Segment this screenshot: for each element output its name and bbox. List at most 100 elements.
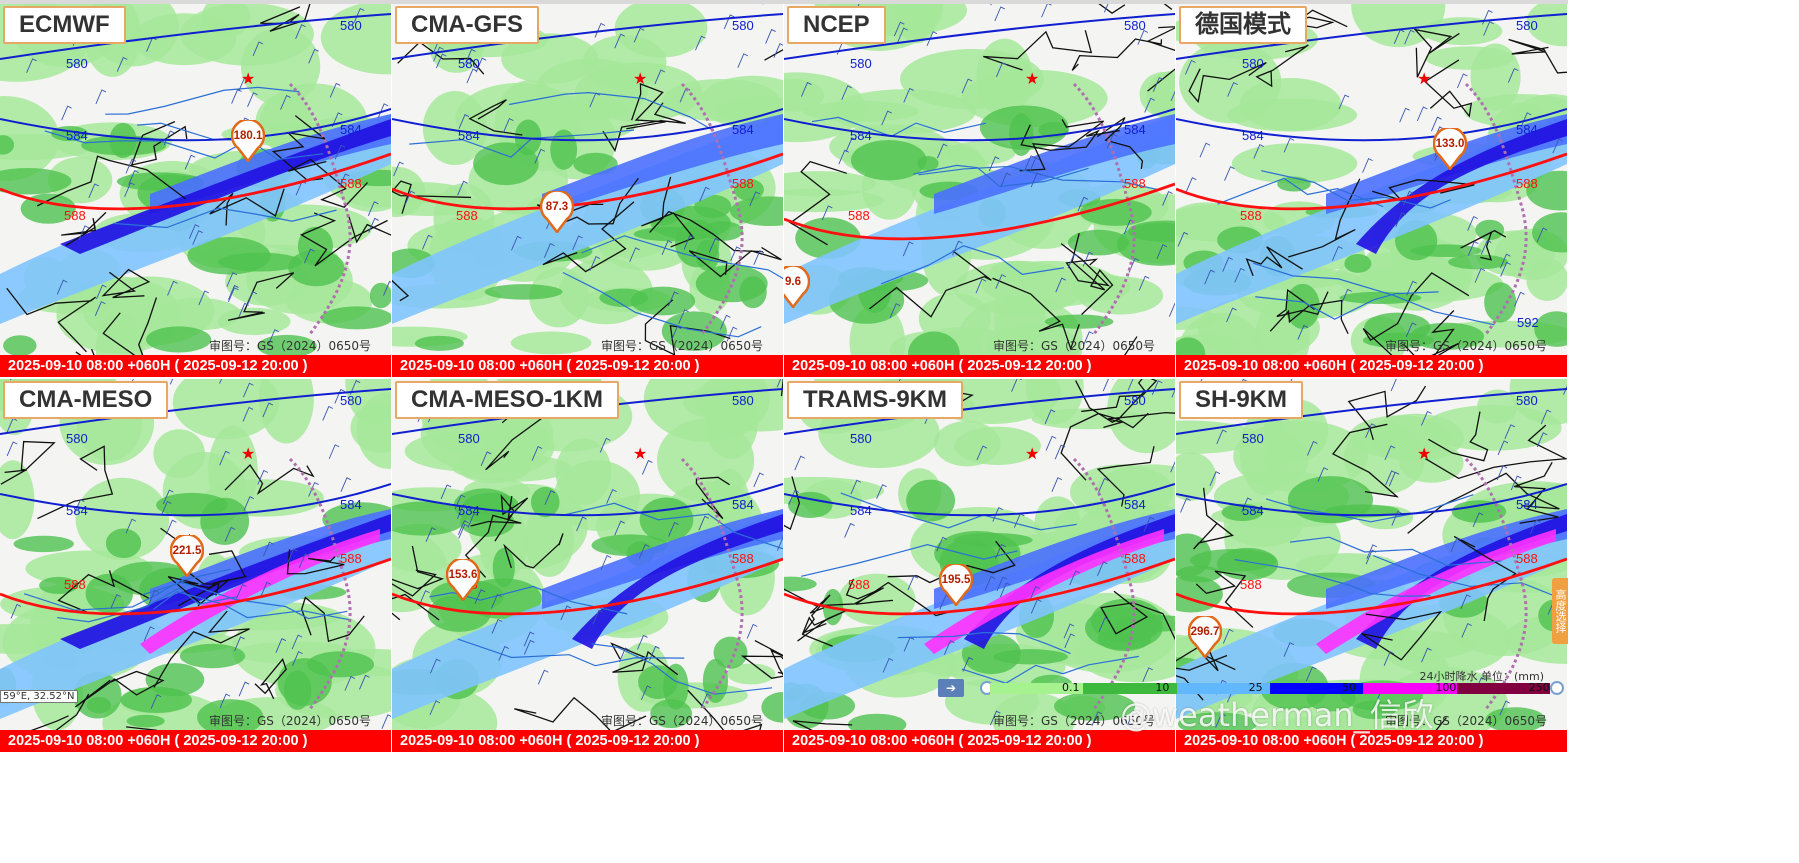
marker-pin-icon (938, 562, 974, 608)
forecast-time-bar: 2025-09-10 08:00 +060H ( 2025-09-12 20:0… (784, 730, 1175, 752)
svg-text:★: ★ (633, 69, 647, 88)
model-grid: ★ 580 584 588 580 584 588 ECMWF 180.1 审图号：GS（2024… (0, 4, 1568, 752)
contour-label-584: 584 (458, 128, 480, 143)
max-precip-marker[interactable]: 153.6 (445, 557, 481, 603)
precip-map[interactable]: ★ (1176, 379, 1567, 730)
contour-label-584: 584 (1516, 122, 1538, 137)
contour-label-584: 584 (340, 497, 362, 512)
forecast-time-bar: 2025-09-10 08:00 +060H ( 2025-09-12 20:0… (0, 355, 391, 377)
model-name-label: CMA-GFS (395, 6, 539, 44)
precip-map[interactable]: ★ (392, 379, 783, 730)
contour-label-584: 584 (1124, 122, 1146, 137)
contour-label-584: 584 (66, 128, 88, 143)
max-precip-marker[interactable]: 195.5 (938, 562, 974, 608)
precip-map[interactable]: ★ (784, 4, 1175, 355)
contour-label-584: 584 (1242, 128, 1264, 143)
max-precip-marker[interactable]: 221.5 (169, 533, 205, 579)
model-name-label: NCEP (787, 6, 886, 44)
map-approval-number: 审图号：GS（2024）0650号 (209, 714, 371, 728)
svg-text:★: ★ (241, 444, 255, 463)
contour-label-580: 580 (1242, 431, 1264, 446)
contour-label-580: 580 (732, 18, 754, 33)
model-panel[interactable]: ★ 580 584 588 580 584 588 CMA-GFS 87.3 审图号：GS（202… (392, 4, 783, 377)
svg-text:★: ★ (1025, 69, 1039, 88)
contour-label-588: 588 (1240, 577, 1262, 592)
arrow-right-icon[interactable]: ➔ (938, 679, 964, 697)
contour-label-580: 580 (1516, 18, 1538, 33)
model-name-label: TRAMS-9KM (787, 381, 963, 419)
map-approval-number: 审图号：GS（2024）0650号 (601, 714, 763, 728)
top-border (0, 0, 1568, 4)
contour-label-584: 584 (1124, 497, 1146, 512)
map-approval-number: 审图号：GS（2024）0650号 (601, 339, 763, 353)
model-panel[interactable]: ★ 580 584 588 580 584 588 592 德国模式 133.0 审图号：GS（20… (1176, 4, 1567, 377)
marker-pin-icon (539, 189, 575, 235)
precip-map[interactable]: ★ (1176, 4, 1567, 355)
contour-label-580: 580 (1124, 18, 1146, 33)
contour-label-588: 588 (1240, 208, 1262, 223)
max-precip-value: 180.1 (233, 130, 263, 142)
legend-slider-right[interactable] (1550, 681, 1564, 695)
marker-pin-icon (445, 557, 481, 603)
model-name-label: SH-9KM (1179, 381, 1304, 419)
contour-label-588: 588 (1124, 176, 1146, 191)
max-precip-value: 9.6 (785, 276, 801, 288)
map-approval-number: 审图号：GS（2024）0650号 (209, 339, 371, 353)
contour-label-592: 592 (1517, 315, 1539, 330)
marker-pin-icon (1187, 614, 1223, 660)
forecast-time-bar: 2025-09-10 08:00 +060H ( 2025-09-12 20:0… (392, 355, 783, 377)
max-precip-marker[interactable]: 133.0 (1432, 126, 1468, 172)
height-select-tab[interactable]: 高度选择 (1552, 578, 1568, 644)
contour-label-584: 584 (340, 122, 362, 137)
contour-label-588: 588 (340, 551, 362, 566)
contour-label-580: 580 (66, 56, 88, 71)
model-panel[interactable]: ★ 580 584 588 580 584 588 TRAMS-9KM 195.5 审图号：GS（… (784, 379, 1175, 752)
model-panel[interactable]: ★ 580 584 588 580 584 588 CMA-MESO 221.5 审图号：GS（2… (0, 379, 391, 752)
max-precip-value: 221.5 (172, 545, 202, 557)
legend-tick-label: 50 (1342, 681, 1356, 694)
legend-title: 24小时降水 单位：(mm) (1419, 670, 1544, 683)
contour-label-580: 580 (1516, 393, 1538, 408)
legend-tick-label: 250 (1528, 681, 1550, 694)
model-panel[interactable]: ★ 580 584 588 580 584 588 NCEP 9.6 审图号：GS（2024）06… (784, 4, 1175, 377)
marker-pin-icon (230, 118, 266, 164)
max-precip-value: 153.6 (448, 569, 478, 581)
contour-label-584: 584 (850, 128, 872, 143)
max-precip-marker[interactable]: 87.3 (539, 189, 575, 235)
svg-text:★: ★ (1417, 69, 1431, 88)
legend-color-cell (1456, 683, 1550, 694)
contour-label-580: 580 (458, 431, 480, 446)
forecast-time-bar: 2025-09-10 08:00 +060H ( 2025-09-12 20:0… (0, 730, 391, 752)
map-approval-number: 审图号：GS（2024）0650号 (993, 339, 1155, 353)
precip-map[interactable]: ★ (392, 4, 783, 355)
forecast-time-bar: 2025-09-10 08:00 +060H ( 2025-09-12 20:0… (1176, 730, 1567, 752)
legend-colorbar (990, 683, 1550, 694)
contour-label-584: 584 (458, 503, 480, 518)
model-panel[interactable]: ★ 580 584 588 580 584 588 ECMWF 180.1 审图号：GS（2024… (0, 4, 391, 377)
contour-label-588: 588 (64, 208, 86, 223)
precip-legend: ➔ 24小时降水 单位：(mm) 0.1 10 25 50 100 250 (938, 668, 1566, 698)
contour-label-588: 588 (732, 551, 754, 566)
watermark: @weatherman_信欣 (1120, 696, 1434, 734)
contour-label-580: 580 (1124, 393, 1146, 408)
max-precip-marker[interactable]: 296.7 (1187, 614, 1223, 660)
forecast-time-bar: 2025-09-10 08:00 +060H ( 2025-09-12 20:0… (784, 355, 1175, 377)
legend-tick-label: 0.1 (1062, 681, 1080, 694)
contour-label-584: 584 (850, 503, 872, 518)
contour-label-588: 588 (1124, 551, 1146, 566)
precip-map[interactable]: ★ (784, 379, 1175, 730)
precip-map[interactable]: ★ (0, 4, 391, 355)
contour-label-580: 580 (732, 393, 754, 408)
model-panel[interactable]: ★580584588580584588CMA-MESO-1KM153.6审图号：… (392, 379, 783, 752)
max-precip-marker[interactable]: 9.6 (784, 264, 811, 310)
max-precip-value: 195.5 (941, 574, 971, 586)
contour-label-588: 588 (340, 176, 362, 191)
contour-label-580: 580 (1242, 56, 1264, 71)
marker-pin-icon (784, 264, 811, 310)
legend-color-cell (1083, 683, 1177, 694)
max-precip-marker[interactable]: 180.1 (230, 118, 266, 164)
contour-label-588: 588 (732, 176, 754, 191)
contour-label-588: 588 (64, 577, 86, 592)
contour-label-588: 588 (848, 208, 870, 223)
forecast-time-bar: 2025-09-10 08:00 +060H ( 2025-09-12 20:0… (392, 730, 783, 752)
